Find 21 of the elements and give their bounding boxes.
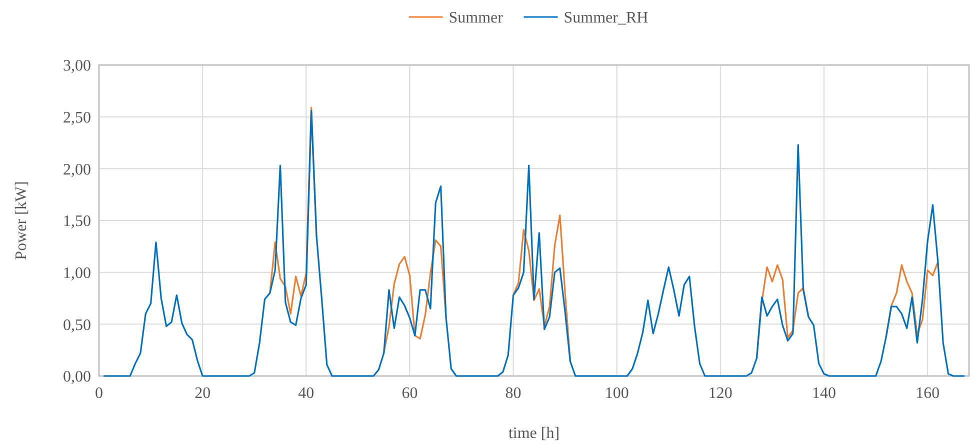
y-tick-label: 2,50 (63, 109, 91, 126)
x-tick-label: 80 (505, 385, 522, 402)
legend-label: Summer_RH (564, 10, 649, 27)
x-tick-label: 60 (402, 385, 418, 402)
x-tick-label: 40 (298, 385, 314, 402)
x-tick-label: 140 (812, 385, 836, 402)
y-tick-label: 0,00 (63, 368, 91, 386)
legend-label: Summer (448, 10, 504, 27)
y-tick-label: 1,00 (63, 264, 91, 282)
y-axis-title: Power [kW] (13, 181, 30, 260)
x-tick-label: 20 (194, 385, 211, 402)
y-tick-label: 3,00 (63, 58, 91, 75)
x-tick-label: 100 (604, 385, 629, 402)
x-tick-label: 120 (708, 385, 732, 402)
x-tick-label: 0 (95, 385, 103, 402)
line-series (103, 110, 965, 377)
y-tick-label: 0,50 (63, 316, 91, 334)
x-axis-title: time [h] (508, 425, 560, 442)
y-tick-label: 1,50 (63, 213, 91, 230)
x-tick-label: 160 (916, 385, 940, 402)
y-tick-label: 2,00 (63, 161, 91, 178)
